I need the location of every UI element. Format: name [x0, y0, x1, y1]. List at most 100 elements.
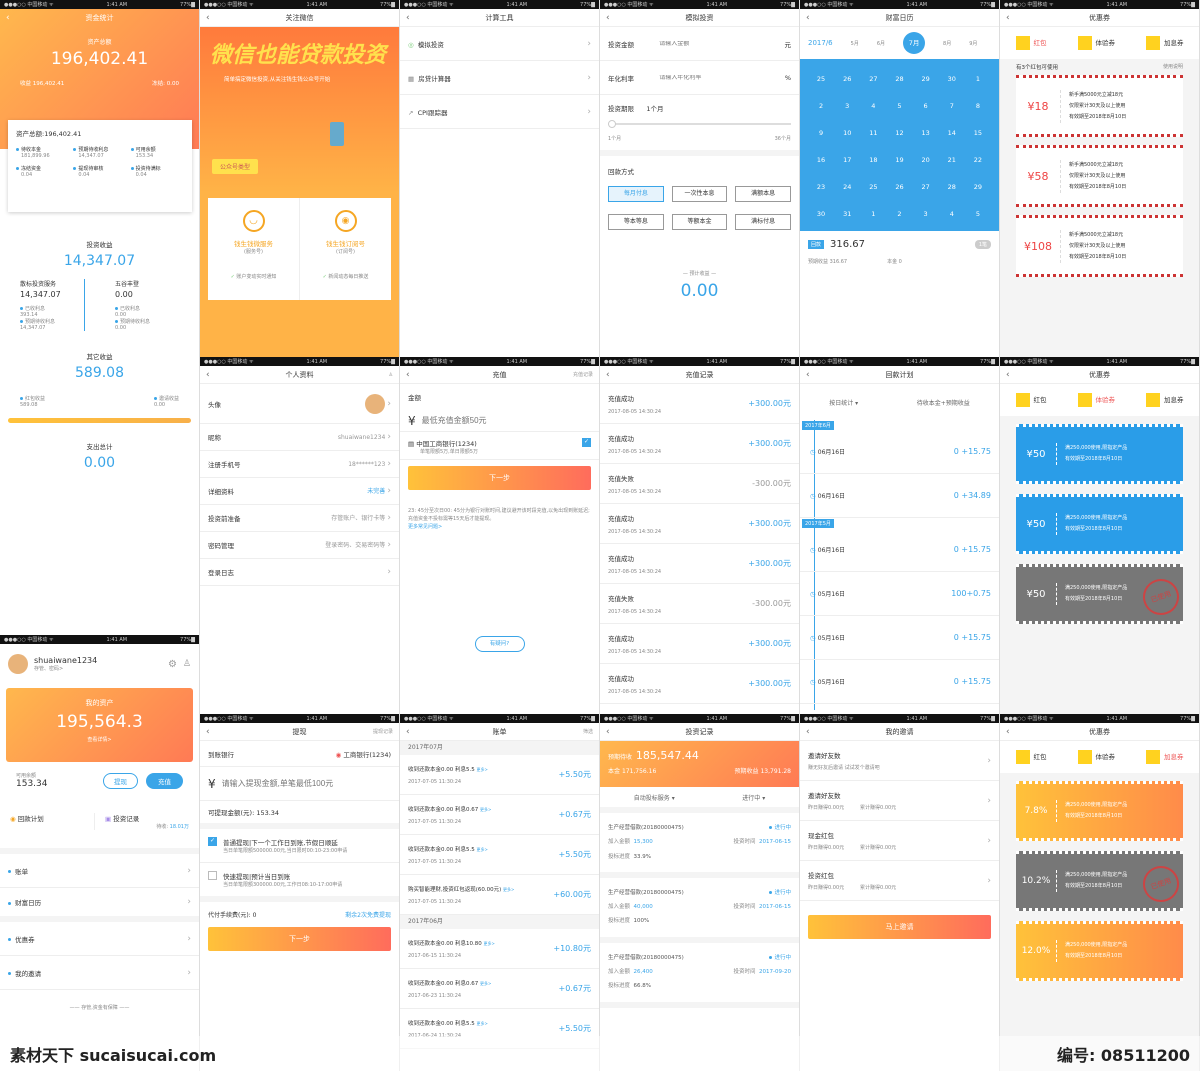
calendar-day[interactable]: 28	[947, 182, 956, 191]
rate-input[interactable]	[659, 74, 760, 81]
bill-row[interactable]: 收到还款本金0.00 利息0.67 更多> 2017-07-05 11:30:24…	[400, 795, 599, 835]
next-button[interactable]: 下一步	[408, 466, 591, 490]
record-row[interactable]: 充值成功 2017-08-05 14:30:24 +300.00元	[600, 544, 799, 584]
calendar-day[interactable]: 17	[843, 155, 852, 164]
profile-row[interactable]: 头像 ›	[200, 384, 399, 424]
bill-row[interactable]: 收到还款本金0.00 利息10.80 更多> 2017-06-15 11:30:2…	[400, 929, 599, 969]
calendar-day[interactable]: 2	[818, 101, 824, 110]
calendar-day[interactable]: 21	[947, 155, 956, 164]
calendar-day[interactable]: 9	[818, 128, 824, 137]
tab-trial[interactable]: 体验券	[1077, 36, 1115, 50]
profile-row[interactable]: 详细资料 未完善 ›	[200, 478, 399, 505]
calendar-day[interactable]: 30	[816, 209, 826, 218]
withdraw-button[interactable]: 提现	[103, 772, 138, 789]
calendar-day[interactable]: 31	[843, 209, 852, 218]
amount-input[interactable]	[659, 40, 760, 47]
current-month[interactable]: 7月	[903, 32, 926, 54]
calendar-day[interactable]: 26	[843, 74, 852, 83]
coupon-card[interactable]: ¥50 满250,000使用,限指定产品 有效期至2018年8月10日	[1016, 424, 1183, 484]
calendar-day[interactable]: 15	[973, 128, 983, 137]
tab-redpack[interactable]: 红包	[1015, 36, 1047, 50]
checkbox-checked-icon[interactable]: ✓	[208, 837, 217, 846]
calendar-day[interactable]: 22	[973, 155, 983, 164]
recharge-records-link[interactable]: 充值记录	[572, 372, 593, 378]
back-icon[interactable]: ‹	[1006, 369, 1010, 380]
invest-item[interactable]: 生产经营借款(20180000475) 进行中 加入金额 40,000 投资时间 20…	[600, 878, 799, 943]
record-row[interactable]: 充值成功 2017-08-05 14:30:24 +300.00元	[600, 664, 799, 704]
repay-row[interactable]: ◷ 06月16日 0 +34.89	[800, 474, 999, 518]
invite-row[interactable]: 邀请好友数 昨日赚得0.00元 累计赚得0.00元 ›	[800, 781, 999, 821]
tab-trial[interactable]: 体验券	[1077, 393, 1115, 407]
profile-row[interactable]: 投资前准备 存管账户、银行卡等 ›	[200, 505, 399, 532]
calendar-day[interactable]: 24	[843, 182, 852, 191]
menu-item[interactable]: 财富日历 ›	[0, 888, 199, 922]
calendar-day[interactable]: 5	[975, 209, 980, 218]
method-option[interactable]: 满额本息	[735, 186, 791, 202]
repay-row[interactable]: ◷ 05月16日 100+0.75	[800, 572, 999, 616]
recharge-button[interactable]: 充值	[146, 772, 183, 789]
calendar-day[interactable]: 23	[816, 182, 826, 191]
withdraw-records-link[interactable]: 提现记录	[372, 729, 393, 735]
back-icon[interactable]: ‹	[206, 369, 210, 380]
method-option[interactable]: 一次性本息	[671, 186, 728, 202]
back-icon[interactable]: ‹	[206, 12, 210, 23]
invite-row[interactable]: 现金红包 昨日赚得0.00元 累计赚得0.00元 ›	[800, 821, 999, 861]
rules-link[interactable]: 使用说明	[1162, 64, 1183, 70]
calendar-day[interactable]: 11	[869, 128, 878, 137]
invest-item[interactable]: 生产经营借款(20180000475) 进行中 加入金额 15,300 投资时间 20…	[600, 813, 799, 878]
subscription-account-card[interactable]: ◉ 钱生钱订阅号 (订阅号) ✓ 新闻动态每日推送	[300, 198, 391, 300]
calendar-day[interactable]: 16	[816, 155, 826, 164]
coupon-card[interactable]: ¥58 新手满5000元立减18元 仅限累计30天及以上使用 有效期至2018年8月1…	[1016, 145, 1183, 207]
service-account-card[interactable]: ◡ 钱生钱微服务 (服务号) ✓ 账户变动实时通知	[208, 198, 300, 300]
bill-row[interactable]: 收到还款本金0.00 利息5.5 更多> 2017-07-05 11:30:24 +…	[400, 755, 599, 795]
calendar-day[interactable]: 1	[871, 209, 876, 218]
profile-row[interactable]: 登录日志 ›	[200, 559, 399, 586]
coupon-card[interactable]: ¥50 满250,000使用,限指定产品 有效期至2018年8月10日	[1016, 494, 1183, 554]
coupon-card[interactable]: 10.2% 满250,000使用,限指定产品 有效期至2018年8月10日 已使用	[1016, 851, 1185, 911]
calendar-day[interactable]: 29	[921, 74, 930, 83]
calendar-day[interactable]: 27	[921, 182, 930, 191]
faq-link[interactable]: 更多常见问题>	[408, 524, 443, 530]
record-row[interactable]: 充值失败 2017-08-05 14:30:24 -300.00元	[600, 464, 799, 504]
status-filter[interactable]: 进行中 ▾	[742, 794, 766, 802]
bill-row[interactable]: 收到还款本金0.00 利息0.67 更多> 2017-06-23 11:30:24…	[400, 969, 599, 1009]
filter-dropdown[interactable]: 按日统计 ▾	[829, 399, 859, 407]
calendar-day[interactable]: 19	[895, 155, 904, 164]
filter-button[interactable]: 筛选	[582, 729, 593, 735]
avatar[interactable]	[8, 654, 28, 674]
coupon-card[interactable]: 12.0% 满250,000使用,限指定产品 有效期至2018年8月10日	[1016, 921, 1183, 981]
back-icon[interactable]: ‹	[406, 369, 410, 380]
next-button[interactable]: 下一步	[208, 927, 391, 951]
calendar-day[interactable]: 27	[869, 74, 878, 83]
calendar-day[interactable]: 20	[921, 155, 930, 164]
calendar-day[interactable]: 25	[869, 182, 878, 191]
profile-row[interactable]: 注册手机号 18******123 ›	[200, 451, 399, 478]
back-icon[interactable]: ‹	[806, 12, 810, 23]
menu-item[interactable]: 账单 ›	[0, 854, 199, 888]
calendar-day[interactable]: 26	[895, 182, 904, 191]
repay-row[interactable]: ◷ 05月16日 0 +15.75	[800, 616, 999, 660]
calendar-day[interactable]: 29	[973, 182, 983, 191]
record-row[interactable]: 充值成功 2017-08-05 14:30:24 +300.00元	[600, 384, 799, 424]
type-filter[interactable]: 自动投标服务 ▾	[633, 794, 675, 802]
asset-card[interactable]: 我的资产 195,564.3 查看详情>	[6, 688, 193, 762]
repay-row[interactable]: ◷ 05月16日 0 +15.75	[800, 660, 999, 704]
back-icon[interactable]: ‹	[1006, 726, 1010, 737]
tab-redpack[interactable]: 红包	[1015, 750, 1047, 764]
back-icon[interactable]: ‹	[6, 13, 10, 23]
calendar-day[interactable]: 3	[845, 101, 850, 110]
gear-icon[interactable]: ⚙	[167, 658, 177, 670]
calendar-day[interactable]: 2	[897, 209, 902, 218]
checkbox-checked-icon[interactable]: ✓	[582, 438, 591, 447]
year-month[interactable]: 2017/6	[808, 39, 833, 47]
back-icon[interactable]: ‹	[606, 369, 610, 380]
calendar-day[interactable]: 6	[923, 101, 928, 110]
calendar-day[interactable]: 28	[895, 74, 904, 83]
fast-withdraw-option[interactable]: 快速提现|预计当日到账 当日单笔限额300000.00元,工作日08:10-17:…	[200, 863, 399, 902]
calendar-day[interactable]: 3	[923, 209, 928, 218]
normal-withdraw-option[interactable]: ✓ 普通提现|下一个工作日到账,节假日顺延 当日单笔限额500000.00元,当日限…	[200, 829, 399, 863]
coupon-card[interactable]: ¥50 满250,000使用,限指定产品 有效期至2018年8月10日 已使用	[1016, 564, 1185, 624]
tool-simulate[interactable]: ◎ 模拟投资 ›	[400, 27, 599, 61]
record-row[interactable]: 充值成功 2017-08-05 14:30:24 +300.00元	[600, 624, 799, 664]
coupon-card[interactable]: ¥108 新手满5000元立减18元 仅限累计30天及以上使用 有效期至2018年8月…	[1016, 215, 1183, 277]
